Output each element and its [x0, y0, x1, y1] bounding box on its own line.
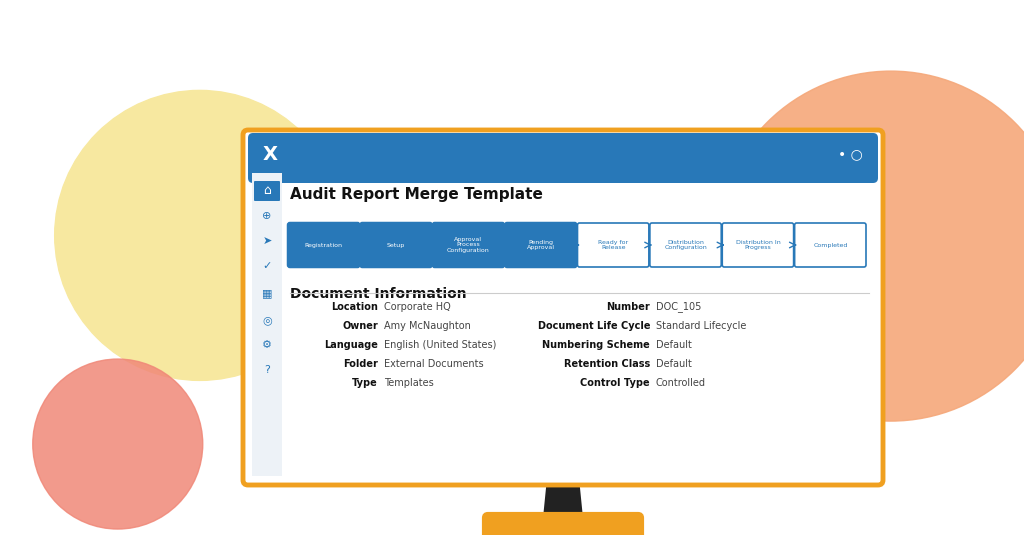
FancyBboxPatch shape [288, 223, 359, 267]
Text: Standard Lifecycle: Standard Lifecycle [656, 321, 746, 331]
FancyBboxPatch shape [254, 181, 280, 201]
Text: Registration: Registration [305, 242, 343, 248]
Text: Pending
Approval: Pending Approval [526, 240, 555, 250]
Text: Document Life Cycle: Document Life Cycle [538, 321, 650, 331]
Text: ✓: ✓ [262, 261, 271, 271]
Text: Number: Number [606, 302, 650, 312]
FancyBboxPatch shape [650, 223, 721, 267]
Text: Audit Report Merge Template: Audit Report Merge Template [290, 187, 543, 203]
Text: Numbering Scheme: Numbering Scheme [543, 340, 650, 350]
Text: Owner: Owner [342, 321, 378, 331]
FancyBboxPatch shape [243, 130, 883, 485]
Text: ⌂: ⌂ [263, 186, 270, 196]
Text: ⌂: ⌂ [263, 185, 271, 197]
Text: Ready for
Release: Ready for Release [598, 240, 629, 250]
Text: Location: Location [331, 302, 378, 312]
Text: English (United States): English (United States) [384, 340, 497, 350]
Text: • ○: • ○ [838, 147, 862, 161]
Text: Language: Language [325, 340, 378, 350]
Text: Corporate HQ: Corporate HQ [384, 302, 451, 312]
Text: External Documents: External Documents [384, 359, 483, 369]
Circle shape [33, 359, 203, 529]
Text: Document Information: Document Information [290, 287, 467, 301]
Text: ➤: ➤ [262, 236, 271, 246]
FancyBboxPatch shape [505, 223, 577, 267]
Text: X: X [262, 144, 278, 164]
Text: DOC_105: DOC_105 [656, 302, 701, 312]
FancyBboxPatch shape [795, 223, 866, 267]
FancyBboxPatch shape [722, 223, 794, 267]
FancyBboxPatch shape [360, 223, 432, 267]
Text: Templates: Templates [384, 378, 434, 388]
Text: Default: Default [656, 340, 692, 350]
Text: Type: Type [352, 378, 378, 388]
FancyBboxPatch shape [248, 133, 878, 183]
Text: Default: Default [656, 359, 692, 369]
Text: Amy McNaughton: Amy McNaughton [384, 321, 471, 331]
FancyBboxPatch shape [252, 173, 282, 476]
Text: Completed: Completed [813, 242, 848, 248]
Text: Distribution
Configuration: Distribution Configuration [665, 240, 707, 250]
Circle shape [716, 71, 1024, 421]
Text: Retention Class: Retention Class [564, 359, 650, 369]
Circle shape [54, 90, 345, 380]
Text: ⚙: ⚙ [262, 340, 272, 350]
Text: ⊕: ⊕ [262, 211, 271, 221]
FancyBboxPatch shape [578, 223, 649, 267]
Text: Setup: Setup [387, 242, 406, 248]
Text: ◎: ◎ [262, 315, 272, 325]
Text: Controlled: Controlled [656, 378, 706, 388]
Text: Control Type: Control Type [581, 378, 650, 388]
Text: Distribution In
Progress: Distribution In Progress [735, 240, 780, 250]
Text: Approval
Process
Configuration: Approval Process Configuration [447, 236, 489, 253]
Text: ▦: ▦ [262, 288, 272, 298]
Polygon shape [543, 478, 583, 518]
Text: Folder: Folder [343, 359, 378, 369]
Text: ?: ? [264, 365, 270, 375]
FancyBboxPatch shape [433, 223, 504, 267]
FancyBboxPatch shape [253, 137, 873, 173]
FancyBboxPatch shape [484, 514, 642, 535]
